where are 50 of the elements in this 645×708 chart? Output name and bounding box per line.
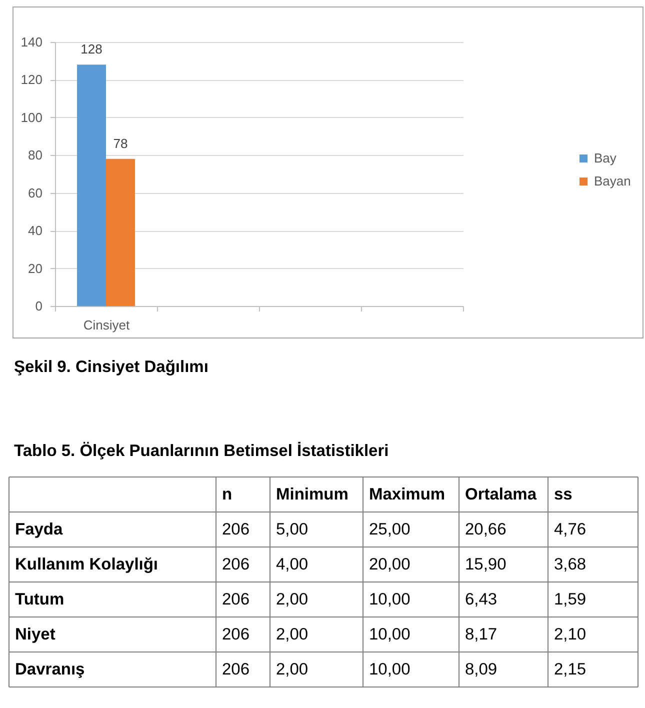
legend-label: Bay [594, 150, 617, 166]
text: 2,15 [554, 660, 586, 678]
y-tick-label: 20 [28, 260, 42, 276]
text: 206 [222, 626, 250, 644]
y-tick-label: 120 [20, 72, 42, 88]
text: 4,76 [554, 520, 586, 538]
category-label: ss [554, 486, 572, 504]
y-tick-label: 40 [28, 223, 42, 238]
text: 2,00 [276, 590, 308, 608]
y-tick-label: 80 [28, 148, 42, 163]
category-label: Ortalama [465, 486, 538, 504]
text: 4,00 [276, 556, 308, 574]
text: 8,17 [465, 626, 498, 644]
text: 8,09 [465, 660, 498, 678]
data-label: 128 [80, 42, 102, 57]
text: 1,59 [554, 590, 586, 608]
text: 20,66 [465, 520, 506, 538]
text: 2,00 [276, 626, 308, 644]
text: Tablo 5. Ölçek Puanlarının Betimsel İstatistikleri [14, 441, 389, 460]
category-label: n [222, 486, 232, 504]
text: 2,00 [276, 660, 308, 678]
category-label: Davranış [15, 660, 85, 678]
data-label: 78 [113, 136, 128, 151]
text: 206 [222, 660, 250, 678]
text: 25,00 [369, 520, 410, 538]
text: 10,00 [369, 660, 410, 678]
text: 206 [222, 556, 250, 574]
text: 10,00 [369, 590, 410, 608]
text: Şekil 9. Cinsiyet Dağılımı [14, 358, 208, 376]
category-label: Niyet [15, 626, 56, 644]
x-tick-label: Cinsiyet [83, 318, 130, 332]
y-tick-label: 140 [20, 34, 42, 50]
text: 20,00 [369, 556, 410, 574]
category-label: Kullanım Kolaylığı [15, 556, 158, 574]
category-label: Tutum [15, 590, 64, 608]
text: 2,10 [554, 626, 586, 644]
category-label: Minimum [276, 486, 348, 504]
text: 6,43 [465, 590, 498, 608]
category-label: Maximum [369, 486, 446, 504]
text: 206 [222, 590, 250, 608]
text: 3,68 [554, 556, 586, 574]
y-tick-label: 60 [28, 185, 42, 200]
text: 10,00 [369, 626, 410, 644]
legend-label: Bayan [594, 174, 631, 188]
text: 206 [222, 520, 250, 538]
category-label: Fayda [15, 520, 63, 538]
y-tick-label: 100 [20, 110, 42, 125]
text: 15,90 [465, 556, 506, 574]
text: 5,00 [276, 520, 308, 538]
y-tick-label: 0 [35, 298, 42, 314]
